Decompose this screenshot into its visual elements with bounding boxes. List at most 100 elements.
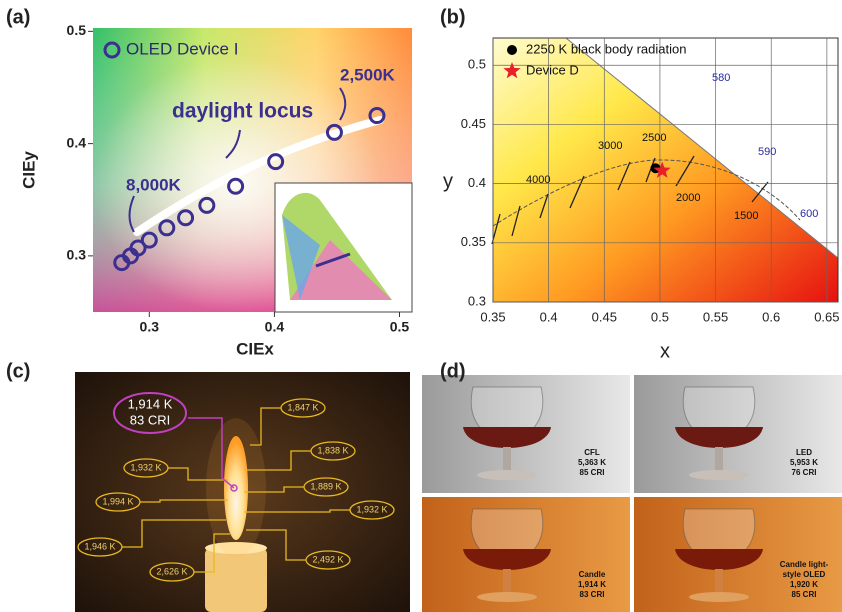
isotherm — [675, 155, 695, 187]
label-bubble — [305, 550, 351, 570]
y-tick-label: 0.4 — [67, 134, 87, 150]
y-tick-label: 0.45 — [461, 116, 486, 131]
annotation: 2,500K — [340, 65, 396, 84]
legend-label: OLED Device I — [126, 39, 238, 58]
legend-marker — [503, 62, 521, 79]
connector — [250, 407, 281, 446]
glass-foot — [689, 592, 749, 602]
connector — [168, 467, 228, 481]
temperature-label: 2,492 K — [312, 554, 343, 564]
center-label: 1,914 K — [128, 396, 173, 411]
connector — [140, 499, 228, 503]
temperature-label: 1,994 K — [102, 496, 133, 506]
liquid — [463, 549, 551, 570]
annotation: 8,000K — [126, 175, 182, 194]
x-tick-label: 0.4 — [540, 309, 558, 324]
temperature-label: 2,626 K — [156, 566, 187, 576]
y-tick-label: 0.5 — [67, 22, 87, 38]
inset-points — [315, 252, 351, 268]
isotherm-label: 4000 — [526, 174, 550, 186]
legend-marker — [507, 45, 517, 55]
x-tick-label: 0.65 — [814, 309, 839, 324]
x-tick-label: 0.55 — [703, 309, 728, 324]
liquid — [463, 427, 551, 448]
y-tick-label: 0.3 — [67, 247, 87, 263]
point — [158, 219, 176, 237]
isotherm-label: 2500 — [642, 132, 666, 144]
caption: 1,914 K — [578, 580, 606, 589]
point — [653, 161, 671, 178]
candle — [205, 548, 267, 612]
glass-foot — [689, 470, 749, 480]
label-bubble — [123, 458, 169, 478]
isotherm — [751, 181, 769, 203]
caption: Candle — [579, 570, 606, 579]
caption: 85 CRI — [792, 590, 817, 599]
x-axis-label: CIEx — [236, 339, 274, 358]
label-bubble — [303, 477, 349, 497]
y-tick-label: 0.35 — [461, 234, 486, 249]
caption: 5,953 K — [790, 458, 818, 467]
glass-foot — [477, 470, 537, 480]
probe-point — [230, 484, 238, 492]
y-tick-label: 0.4 — [468, 175, 486, 190]
point — [129, 239, 147, 257]
flame — [224, 436, 248, 540]
arrow — [339, 87, 347, 121]
arrow — [128, 195, 135, 233]
candle-top — [205, 542, 267, 554]
isotherm — [617, 161, 631, 191]
temperature-label: 1,889 K — [310, 481, 341, 491]
label-bubble — [349, 500, 395, 520]
isotherm — [511, 205, 521, 237]
caption: style OLED — [783, 570, 826, 579]
temperature-label: 1,847 K — [287, 402, 318, 412]
point — [325, 123, 343, 141]
point — [140, 231, 158, 249]
panel-label: (b) — [440, 6, 466, 28]
liquid — [675, 549, 763, 570]
connector — [244, 486, 304, 493]
connector — [188, 417, 235, 489]
wavelength-label: 600 — [800, 208, 818, 220]
legend-marker — [103, 41, 121, 59]
x-tick-label: 0.3 — [140, 319, 160, 335]
point — [177, 209, 195, 227]
connector — [246, 529, 306, 561]
isotherm-label: 2000 — [676, 192, 700, 204]
isotherm-label: 1500 — [734, 210, 758, 222]
x-axis-label: x — [660, 340, 670, 362]
panel-label: (c) — [6, 360, 30, 382]
spectrum-locus — [565, 37, 839, 259]
x-tick-label: 0.5 — [390, 319, 410, 335]
glass-stem — [715, 447, 723, 473]
x-tick-label: 0.5 — [651, 309, 669, 324]
flame-glow — [206, 418, 266, 558]
point — [198, 196, 216, 214]
caption: Candle light- — [780, 560, 829, 569]
caption: 1,920 K — [790, 580, 818, 589]
label-bubble — [310, 441, 356, 461]
connector — [244, 450, 311, 471]
y-tick-label: 0.5 — [468, 57, 486, 72]
x-tick-label: 0.45 — [592, 309, 617, 324]
temperature-label: 1,946 K — [84, 541, 115, 551]
caption: 83 CRI — [580, 590, 605, 599]
caption: LED — [796, 448, 812, 457]
label-bubble — [95, 492, 141, 512]
inset-horseshoe — [290, 240, 392, 300]
x-tick-label: 0.6 — [762, 309, 780, 324]
caption: CFL — [584, 448, 600, 457]
center-label: 83 CRI — [130, 412, 170, 427]
glass-foot — [477, 592, 537, 602]
wavelength-label: 580 — [712, 72, 730, 84]
temperature-label: 1,838 K — [317, 445, 348, 455]
connector — [122, 519, 226, 548]
temperature-label: 1,932 K — [130, 462, 161, 472]
point — [227, 177, 245, 195]
y-tick-label: 0.3 — [468, 293, 486, 308]
y-axis-label: y — [443, 170, 453, 192]
daylight-locus — [133, 116, 384, 236]
liquid — [675, 427, 763, 448]
